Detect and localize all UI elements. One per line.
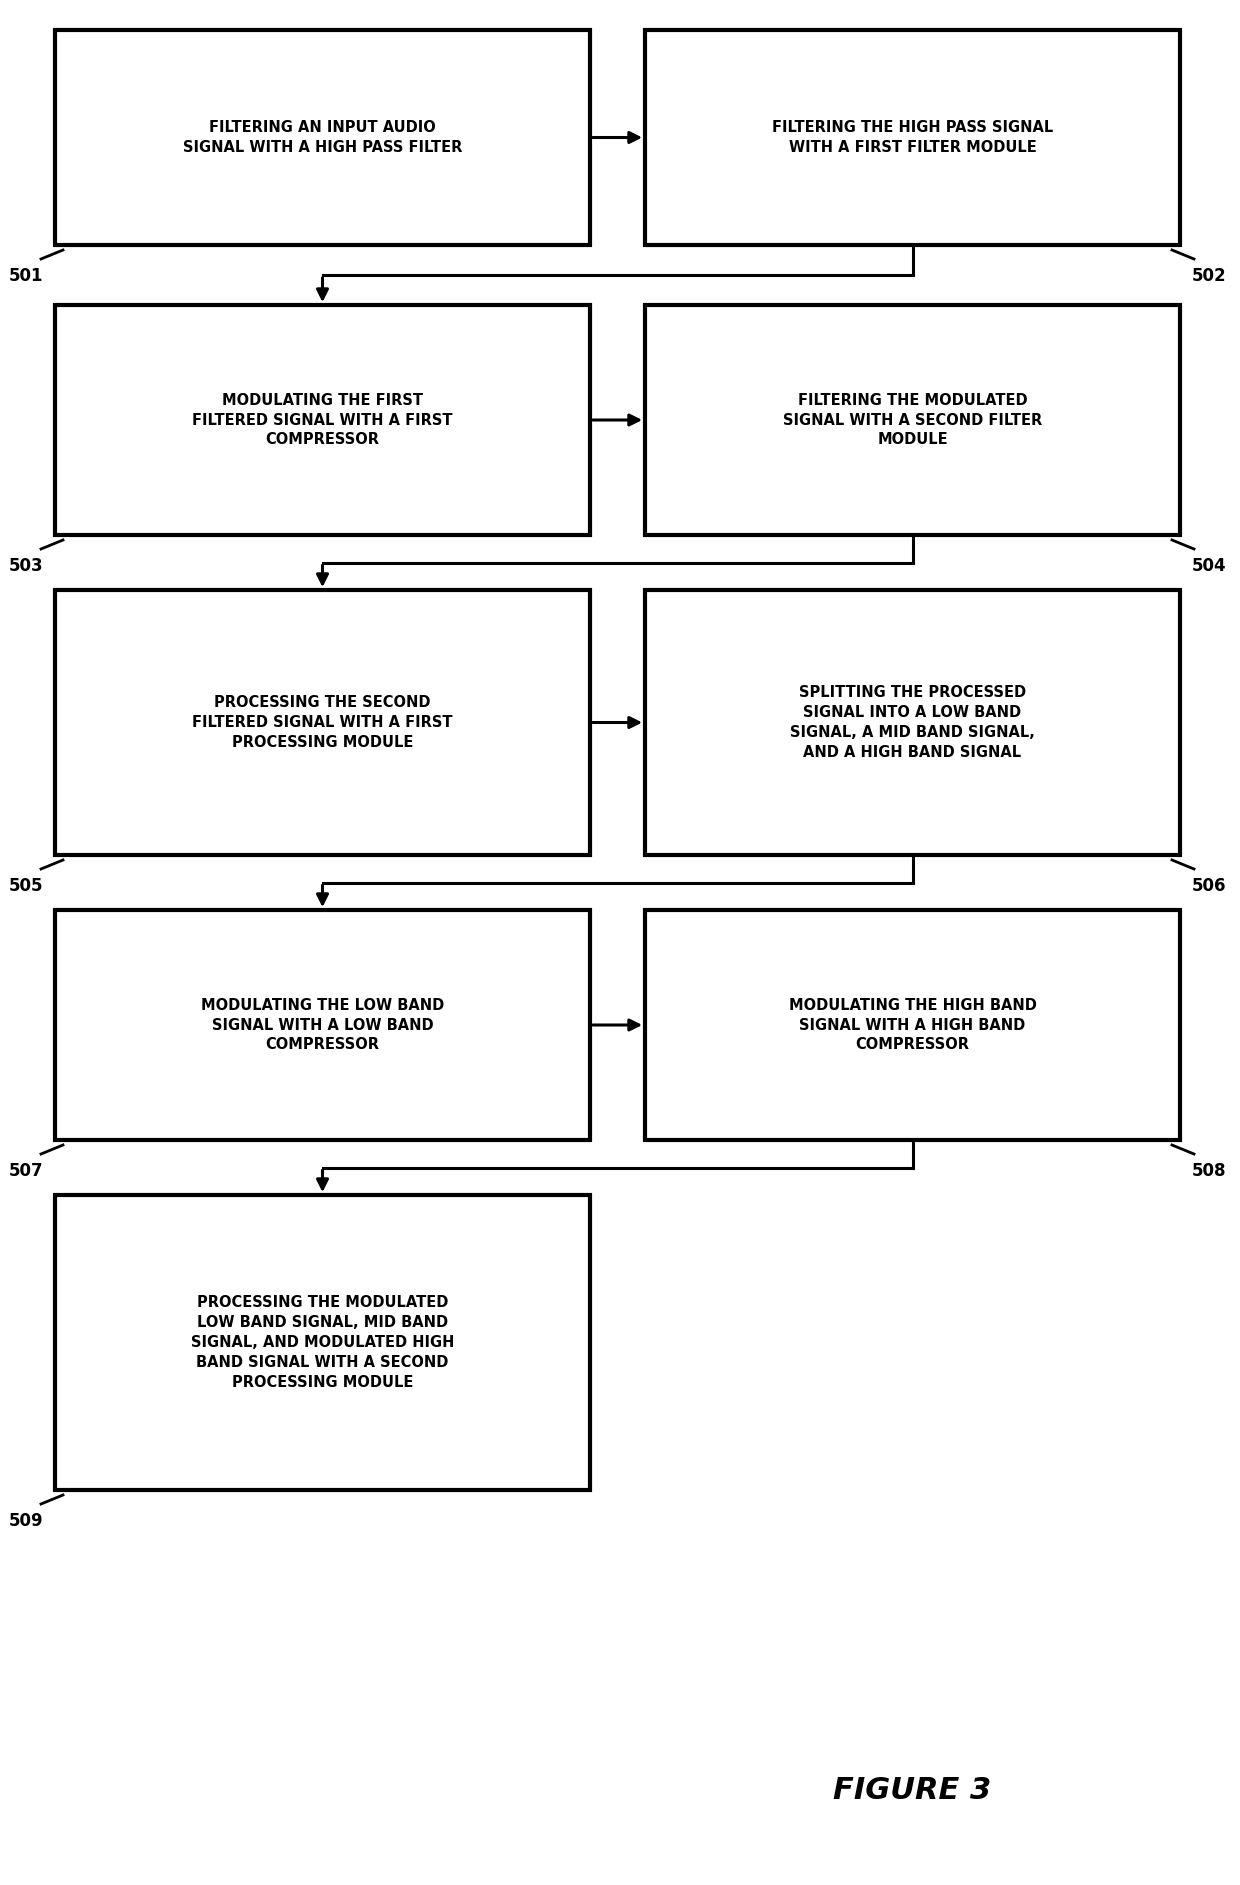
Text: MODULATING THE HIGH BAND
SIGNAL WITH A HIGH BAND
COMPRESSOR: MODULATING THE HIGH BAND SIGNAL WITH A H… xyxy=(789,997,1037,1052)
Text: 504: 504 xyxy=(1192,556,1226,575)
Bar xyxy=(55,1195,590,1489)
Text: SPLITTING THE PROCESSED
SIGNAL INTO A LOW BAND
SIGNAL, A MID BAND SIGNAL,
AND A : SPLITTING THE PROCESSED SIGNAL INTO A LO… xyxy=(790,686,1035,760)
Bar xyxy=(55,30,590,245)
Text: FILTERING AN INPUT AUDIO
SIGNAL WITH A HIGH PASS FILTER: FILTERING AN INPUT AUDIO SIGNAL WITH A H… xyxy=(182,121,463,155)
Text: 506: 506 xyxy=(1192,877,1226,895)
Text: MODULATING THE FIRST
FILTERED SIGNAL WITH A FIRST
COMPRESSOR: MODULATING THE FIRST FILTERED SIGNAL WIT… xyxy=(192,392,453,447)
Bar xyxy=(645,30,1180,245)
Bar xyxy=(55,590,590,856)
Text: FILTERING THE MODULATED
SIGNAL WITH A SECOND FILTER
MODULE: FILTERING THE MODULATED SIGNAL WITH A SE… xyxy=(782,392,1042,447)
Bar xyxy=(55,910,590,1140)
Text: 509: 509 xyxy=(9,1512,43,1531)
Text: 501: 501 xyxy=(9,268,43,285)
Bar xyxy=(55,305,590,535)
Text: FILTERING THE HIGH PASS SIGNAL
WITH A FIRST FILTER MODULE: FILTERING THE HIGH PASS SIGNAL WITH A FI… xyxy=(771,121,1053,155)
Text: MODULATING THE LOW BAND
SIGNAL WITH A LOW BAND
COMPRESSOR: MODULATING THE LOW BAND SIGNAL WITH A LO… xyxy=(201,997,444,1052)
Bar xyxy=(645,305,1180,535)
Text: FIGURE 3: FIGURE 3 xyxy=(833,1776,992,1804)
Text: 508: 508 xyxy=(1192,1161,1226,1180)
Text: PROCESSING THE MODULATED
LOW BAND SIGNAL, MID BAND
SIGNAL, AND MODULATED HIGH
BA: PROCESSING THE MODULATED LOW BAND SIGNAL… xyxy=(191,1295,454,1389)
Bar xyxy=(645,910,1180,1140)
Text: 505: 505 xyxy=(9,877,43,895)
Text: 502: 502 xyxy=(1192,268,1226,285)
Text: PROCESSING THE SECOND
FILTERED SIGNAL WITH A FIRST
PROCESSING MODULE: PROCESSING THE SECOND FILTERED SIGNAL WI… xyxy=(192,696,453,750)
Text: 507: 507 xyxy=(9,1161,43,1180)
Text: 503: 503 xyxy=(9,556,43,575)
Bar xyxy=(645,590,1180,856)
